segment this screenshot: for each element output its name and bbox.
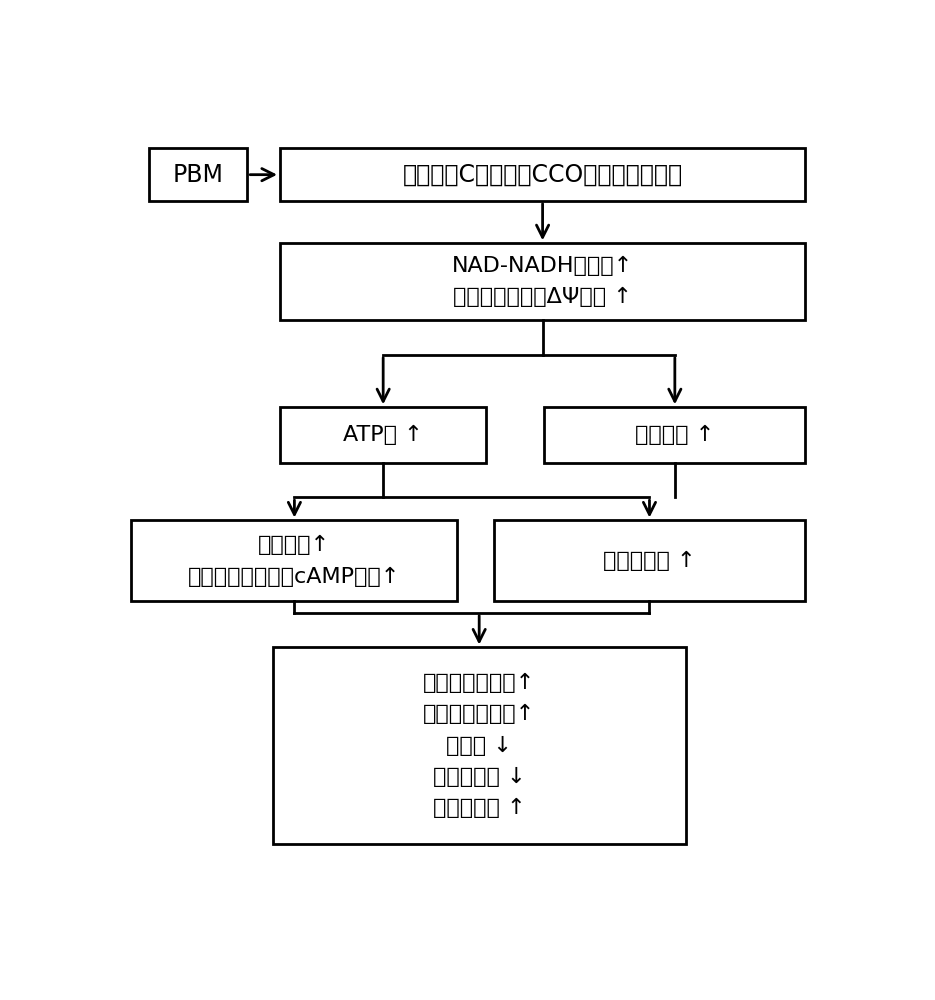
Bar (273, 647, 685, 844)
Bar (280, 148, 805, 201)
Bar (280, 407, 486, 463)
Text: 自由基： ↑: 自由基： ↑ (635, 425, 714, 445)
Bar (131, 520, 457, 601)
Text: 有丝分裂信号：↑
表面分子表达：↑
炎症： ↓
细胞凋亡： ↓
能量代谢： ↑: 有丝分裂信号：↑ 表面分子表达：↑ 炎症： ↓ 细胞凋亡： ↓ 能量代谢： ↑ (423, 673, 536, 818)
Bar (150, 148, 247, 201)
Text: NAD-NADH比例：↑
线粒体膜电位（ΔΨ）： ↑: NAD-NADH比例：↑ 线粒体膜电位（ΔΨ）： ↑ (452, 256, 633, 307)
Text: 细胞色素C氧化酶（CCO）氧化还原变化: 细胞色素C氧化酶（CCO）氧化还原变化 (403, 163, 683, 187)
Text: ATP： ↑: ATP： ↑ (343, 425, 423, 445)
Text: 基因表达： ↑: 基因表达： ↑ (603, 551, 696, 571)
Text: PBM: PBM (173, 163, 223, 187)
Bar (280, 243, 805, 320)
Text: 馒释放：↑
环状单磷酸腺苷（cAMP）：↑: 馒释放：↑ 环状单磷酸腺苷（cAMP）：↑ (188, 535, 400, 587)
Bar (494, 520, 805, 601)
Bar (544, 407, 805, 463)
